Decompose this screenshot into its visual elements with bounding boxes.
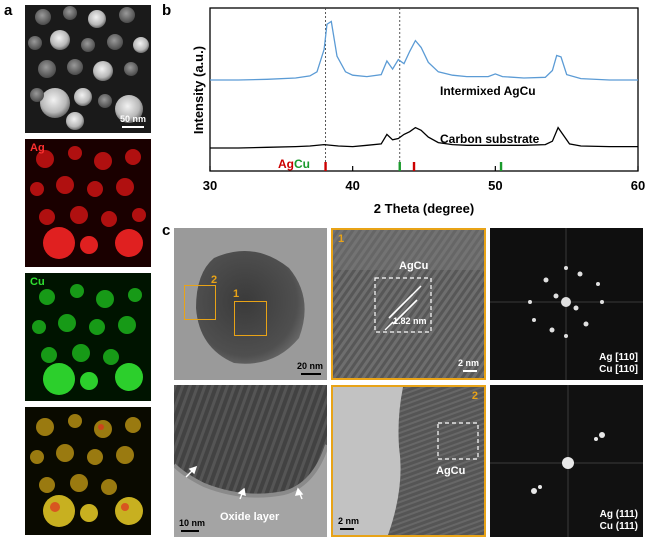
xrd-chart: 30 40 50 60 Intermixed AgCu Carbon substrat… <box>191 7 645 216</box>
scalebar-label: 50 nm <box>119 114 146 124</box>
roi-box-2 <box>184 285 216 320</box>
fft-2-line2: Cu (111) <box>599 521 638 532</box>
series-label-carbon: Carbon substrate <box>440 132 540 146</box>
x-axis-label: 2 Theta (degree) <box>374 201 474 216</box>
ref-tick-cu-0 <box>398 162 401 171</box>
plot-frame <box>209 7 639 172</box>
cu-map: Cu <box>25 273 151 401</box>
scalebar-label: 2 nm <box>338 516 360 526</box>
panel-label-b: b <box>162 2 172 19</box>
scalebar-label: 2 nm <box>457 358 479 368</box>
x-tick-label-50: 50 <box>488 178 502 193</box>
lattice-spacing-label: 1.82 nm <box>393 316 427 326</box>
fft-1-image: Ag [110] Cu [110] <box>490 228 643 380</box>
hrtem-1-tag: 1 <box>338 233 345 245</box>
scalebar <box>463 370 477 372</box>
ref-legend: AgCu <box>278 157 310 171</box>
haadf-image: 50 nm <box>25 5 151 133</box>
scalebar <box>301 373 321 375</box>
fft-1-line2: Cu [110] <box>599 364 638 375</box>
overlay-map <box>25 407 151 535</box>
ag-map: Ag <box>25 139 151 267</box>
oxide-layer-caption: Oxide layer <box>220 511 280 523</box>
scalebar <box>122 126 144 128</box>
ref-legend-cu: Cu <box>294 157 310 171</box>
tem-particle-image: 2 1 20 nm <box>174 228 327 380</box>
scalebar <box>340 528 354 530</box>
hrtem-2-image: 2 AgCu 2 nm <box>331 385 486 537</box>
roi-tag-1: 1 <box>233 288 240 300</box>
tem-oxide-image: Oxide layer 10 nm <box>174 385 327 537</box>
x-tick-label-40: 40 <box>345 178 359 193</box>
scalebar <box>181 530 199 532</box>
scalebar-label: 20 nm <box>296 361 323 371</box>
ref-tick-ag-0 <box>324 162 327 171</box>
panel-label-c: c <box>162 222 171 239</box>
ref-tick-ag-1 <box>412 162 416 171</box>
hrtem-1-label: AgCu <box>399 260 429 272</box>
roi-box-1 <box>234 301 267 336</box>
y-axis-label: Intensity (a.u.) <box>191 46 206 134</box>
hrtem-1-image: 1 AgCu 1.82 nm 2 nm <box>331 228 486 380</box>
series-line-0 <box>210 20 638 81</box>
scalebar-label: 10 nm <box>179 518 206 528</box>
fft-1-line1: Ag [110] <box>599 352 638 363</box>
roi-tag-2: 2 <box>211 274 218 286</box>
fft-2-image: Ag (111) Cu (111) <box>490 385 643 537</box>
x-tick-label-30: 30 <box>203 178 217 193</box>
ag-map-label: Ag <box>30 142 45 154</box>
series-label-intermixed: Intermixed AgCu <box>440 84 536 98</box>
series-line-1 <box>210 126 638 149</box>
fft-2-line1: Ag (111) <box>599 509 638 520</box>
panel-label-a: a <box>4 2 13 19</box>
x-tick-label-60: 60 <box>631 178 645 193</box>
fft-1-labels: Ag [110] Cu [110] <box>599 352 638 376</box>
hrtem-2-tag: 2 <box>471 390 478 402</box>
hrtem-2-label: AgCu <box>436 465 466 477</box>
ref-legend-ag: Ag <box>278 157 294 171</box>
ref-tick-cu-1 <box>499 162 503 171</box>
fft-2-labels: Ag (111) Cu (111) <box>600 509 638 533</box>
cu-map-label: Cu <box>30 276 45 288</box>
